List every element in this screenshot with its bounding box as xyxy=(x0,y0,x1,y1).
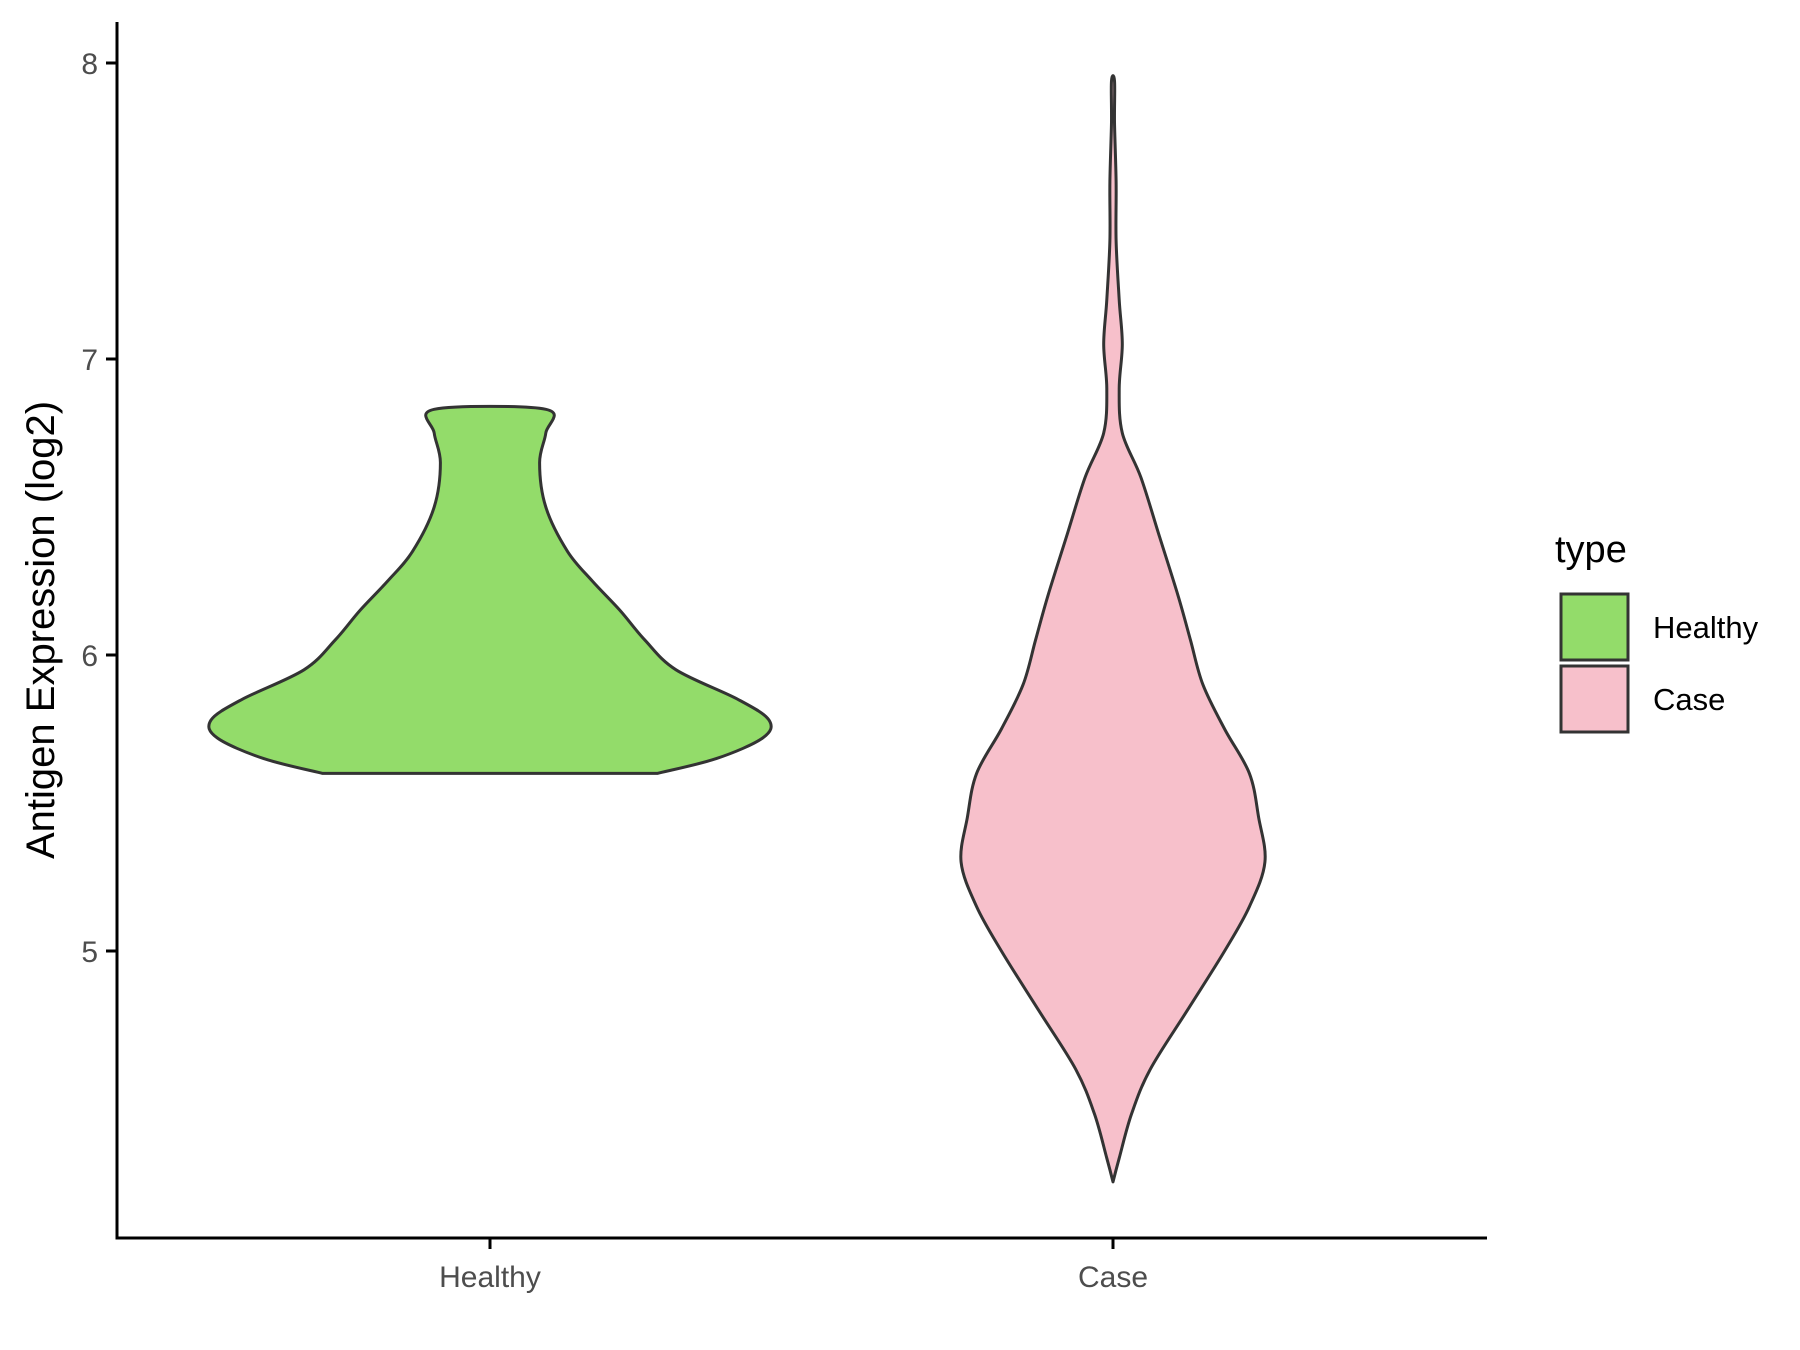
y-axis-title: Antigen Expression (log2) xyxy=(19,401,63,859)
x-ticks: Healthy Case xyxy=(439,1238,1148,1294)
legend-label-healthy: Healthy xyxy=(1653,610,1759,645)
y-tick-label: 5 xyxy=(81,936,98,969)
violin-case xyxy=(959,74,1267,1184)
legend-label-case: Case xyxy=(1653,682,1725,717)
legend-title: type xyxy=(1555,529,1627,571)
legend: type Healthy Case xyxy=(1555,529,1759,734)
axes xyxy=(115,22,1487,1240)
y-tick-label: 7 xyxy=(81,344,98,377)
x-tick-label-case: Case xyxy=(1078,1261,1148,1294)
legend-key-healthy xyxy=(1559,592,1630,662)
violin-healthy xyxy=(207,404,773,775)
legend-key-case xyxy=(1559,664,1630,734)
x-tick-label-healthy: Healthy xyxy=(439,1261,541,1294)
y-tick-label: 8 xyxy=(81,48,98,81)
plot-area xyxy=(207,74,1267,1184)
y-ticks: 5 6 7 8 xyxy=(81,48,117,969)
y-tick-label: 6 xyxy=(81,640,98,673)
